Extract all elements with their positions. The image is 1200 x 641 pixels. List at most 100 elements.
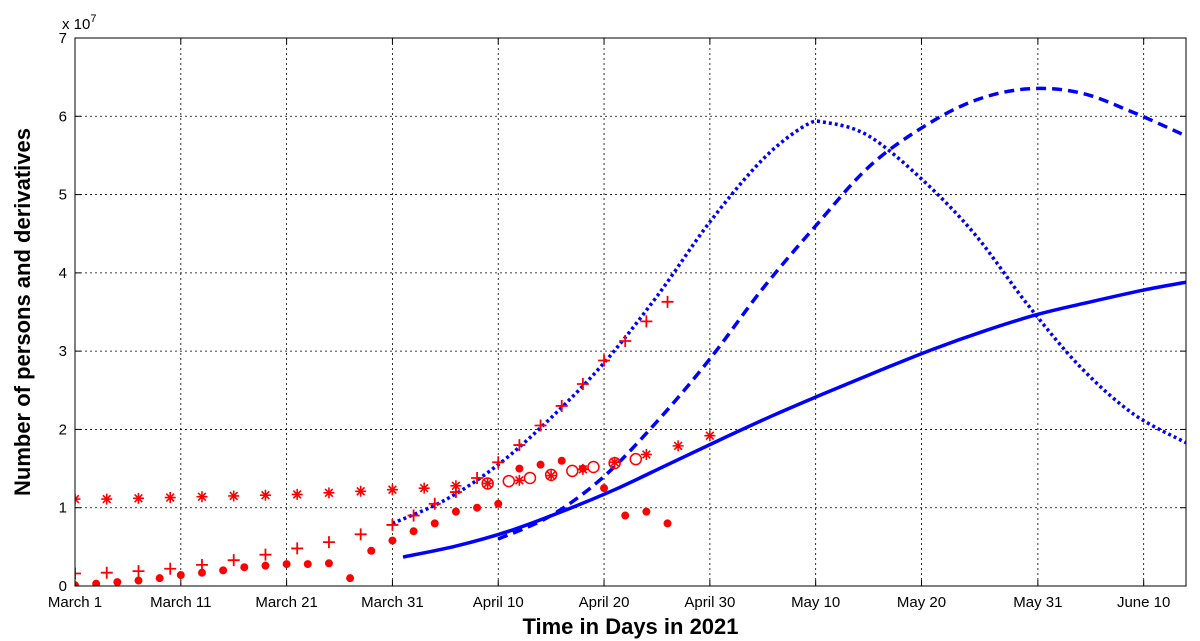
data-point-dot (197, 568, 206, 577)
data-point-plus (259, 548, 272, 561)
x-tick-label: March 11 (150, 594, 211, 611)
y-tick-label: 5 (59, 187, 67, 204)
ticks: March 1 March 11 March 21 March 31 April 10 A… (48, 30, 1186, 611)
x-tick-label: April 20 (579, 594, 630, 611)
x-tick-label: May 20 (897, 594, 946, 611)
data-point-plus (386, 518, 399, 531)
data-point-dot (346, 574, 355, 583)
data-point-circle (544, 468, 558, 482)
data-point-asterisk (164, 492, 176, 504)
data-point-circle (502, 474, 516, 488)
y-tick-label: 6 (59, 108, 67, 125)
data-point-plus (132, 565, 145, 578)
curve-solid (402, 280, 1186, 559)
x-tick-label: May 31 (1013, 594, 1062, 611)
data-point-circle (629, 452, 643, 466)
x-axis-label: Time in Days in 2021 (522, 614, 738, 639)
data-point-dot (282, 560, 291, 569)
data-point-circle (566, 464, 579, 478)
data-point-asterisk (545, 470, 557, 482)
series-dotted-curve (391, 119, 1186, 525)
y-tick-label: 2 (59, 421, 67, 438)
curve-dashed (497, 86, 1186, 541)
data-point-circle (523, 471, 537, 485)
data-point-plus (227, 554, 240, 567)
grid (74, 38, 1186, 586)
data-point-asterisk (386, 484, 398, 496)
data-point-dot (409, 527, 418, 536)
data-point-plus (513, 439, 526, 452)
data-point-dot (113, 578, 122, 586)
data-point-dot (75, 581, 79, 586)
data-point-dot (557, 456, 566, 465)
data-point-plus (164, 562, 177, 575)
series-layer (75, 86, 1186, 586)
data-point-plus (619, 334, 632, 347)
data-point-dot (303, 560, 312, 569)
x-tick-label: March 31 (361, 594, 424, 611)
series-dashed-curve (497, 86, 1186, 541)
data-point-dot (430, 519, 439, 528)
data-point-dot (600, 484, 609, 493)
data-point-dot (261, 561, 270, 570)
data-point-dot (134, 576, 143, 585)
data-point-asterisk (355, 485, 367, 497)
series-dot-markers (75, 456, 672, 586)
data-point-circle (587, 460, 600, 474)
y-multiplier-exponent: 7 (90, 13, 96, 25)
data-point-asterisk (196, 491, 208, 503)
data-point-plus (555, 399, 568, 412)
data-point-plus (661, 295, 674, 308)
y-multiplier-base: x 10 (62, 16, 90, 33)
series-plus-markers (75, 295, 674, 580)
data-point-dot (494, 499, 503, 508)
data-point-asterisk (672, 440, 684, 452)
data-point-plus (291, 542, 304, 555)
data-point-circle (481, 477, 494, 490)
data-point-asterisk (482, 477, 494, 489)
y-tick-label: 4 (59, 265, 67, 282)
data-point-asterisk (259, 489, 271, 501)
x-tick-label: March 1 (48, 594, 102, 611)
data-point-plus (598, 354, 611, 367)
x-tick-label: April 10 (473, 594, 524, 611)
data-point-dot (219, 566, 228, 575)
data-point-asterisk (323, 487, 335, 499)
data-point-dot (92, 579, 101, 586)
data-point-plus (354, 528, 367, 541)
y-tick-label: 3 (59, 343, 67, 360)
data-point-dot (621, 511, 630, 520)
series-circle-open-markers (481, 452, 643, 490)
data-point-dot (451, 507, 460, 516)
data-point-plus (534, 419, 547, 432)
data-point-plus (576, 378, 589, 391)
data-point-plus (428, 497, 441, 510)
y-axis-label: Number of persons and derivatives (10, 128, 35, 496)
y-tick-label: 7 (59, 30, 67, 47)
y-multiplier: x 107 (62, 13, 96, 33)
data-point-circle (608, 456, 621, 470)
data-point-dot (663, 519, 672, 528)
curve-dotted (391, 119, 1186, 525)
plot-frame (74, 37, 1187, 587)
data-point-dot (515, 464, 524, 473)
data-point-plus (322, 536, 335, 549)
data-point-plus (407, 509, 420, 522)
data-point-asterisk (450, 480, 462, 492)
x-tick-label: March 21 (255, 594, 318, 611)
data-point-asterisk (640, 448, 652, 460)
data-point-asterisk (418, 482, 430, 494)
data-point-asterisk (704, 430, 716, 442)
data-point-dot (324, 559, 333, 568)
data-point-asterisk (228, 490, 240, 502)
data-point-plus (640, 315, 653, 328)
data-point-asterisk (609, 456, 621, 468)
data-point-dot (176, 571, 185, 580)
data-point-asterisk (132, 492, 144, 504)
data-point-dot (578, 464, 587, 473)
data-point-asterisk (513, 474, 525, 486)
data-point-dot (155, 574, 164, 583)
y-tick-label: 0 (59, 578, 67, 595)
x-tick-label: April 30 (684, 594, 735, 611)
